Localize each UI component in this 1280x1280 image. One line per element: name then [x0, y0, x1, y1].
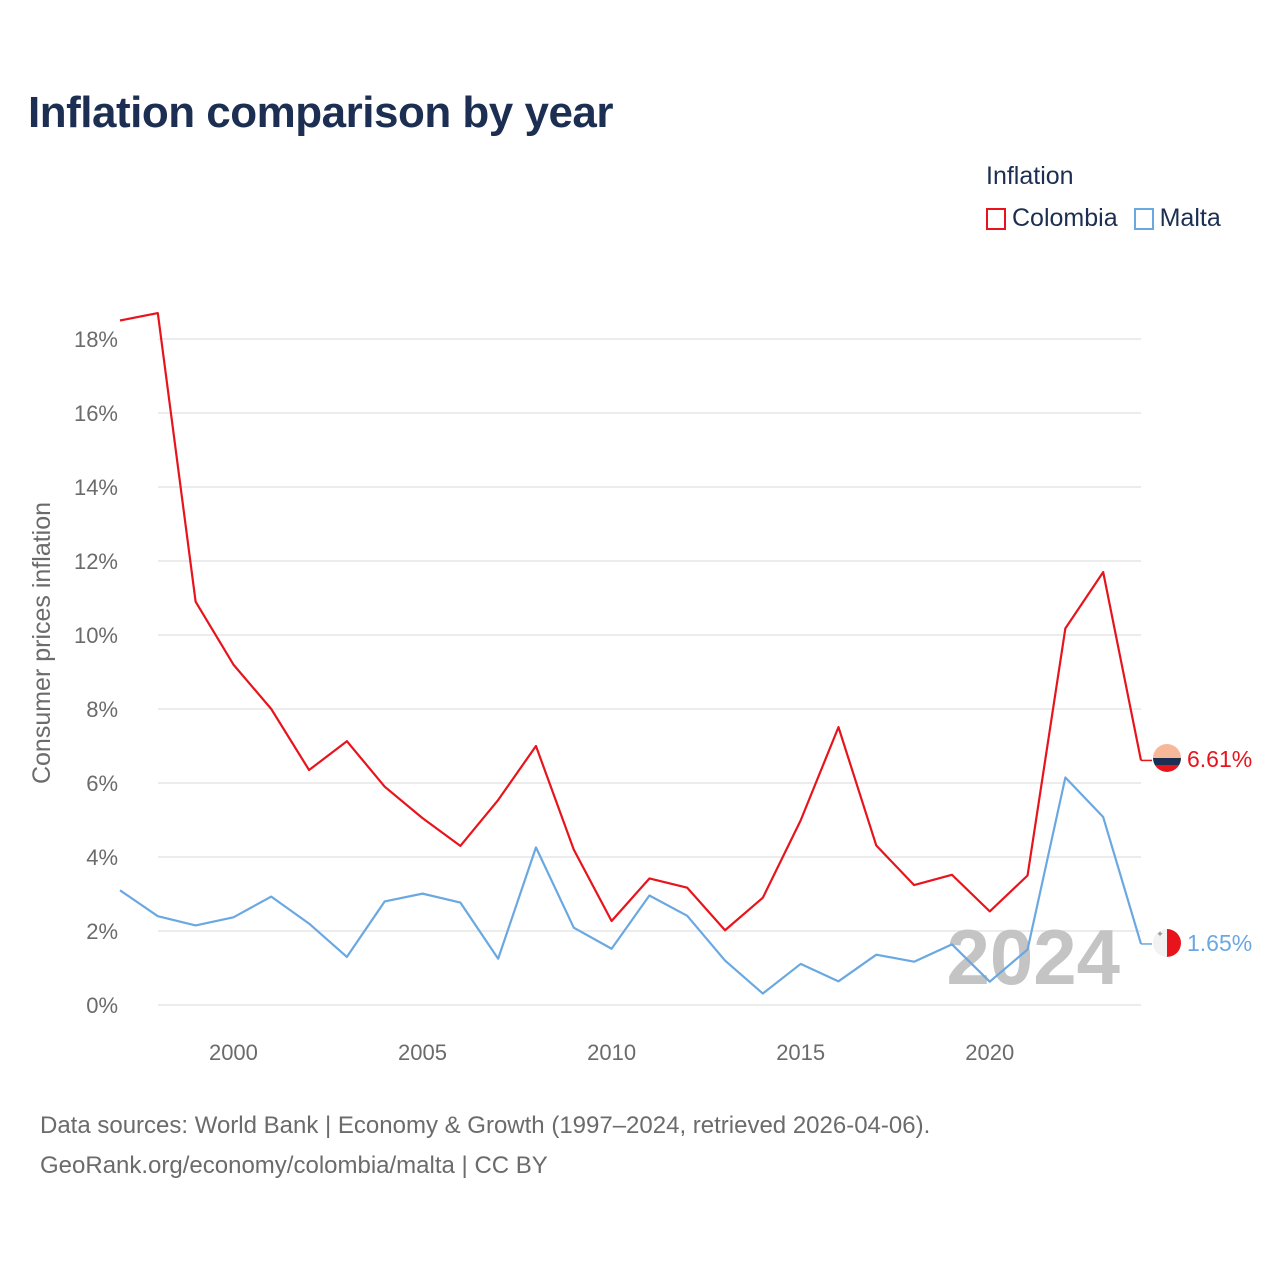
- legend-item-colombia[interactable]: Colombia: [986, 204, 1118, 233]
- grid-lines: [158, 338, 1141, 1006]
- footer: Data sources: World Bank | Economy & Gro…: [40, 1106, 930, 1186]
- y-tick-label: 4%: [86, 845, 118, 870]
- y-axis-ticks: 0% 2% 4% 6% 8% 10% 12% 14% 16% 18%: [74, 327, 118, 1018]
- y-tick-label: 18%: [74, 327, 118, 352]
- svg-text:✦: ✦: [1156, 929, 1164, 939]
- malta-flag-icon: ✦: [1153, 929, 1181, 957]
- y-tick-label: 6%: [86, 771, 118, 796]
- y-tick-label: 0%: [86, 993, 118, 1018]
- legend-swatch-malta: [1133, 207, 1154, 230]
- legend-label-malta: Malta: [1159, 204, 1221, 232]
- end-markers: [1141, 759, 1152, 945]
- legend-swatch-colombia: [986, 207, 1006, 230]
- end-label-malta: 1.65%: [1187, 930, 1252, 956]
- data-source-note: Data sources: World Bank | Economy & Gro…: [40, 1112, 931, 1139]
- x-tick-label: 2015: [776, 1040, 825, 1065]
- line-chart: 0%2%4%6%8%10%12%14%16%18% 2000 2005 2010 20…: [28, 312, 1252, 1065]
- x-axis-ticks: 2000 2005 2010 2015 2020: [209, 1040, 1014, 1065]
- x-tick-label: 2005: [398, 1040, 447, 1065]
- x-tick-label: 2000: [209, 1040, 258, 1065]
- attribution-link[interactable]: GeoRank.org/economy/colombia/malta | CC …: [40, 1152, 548, 1179]
- y-axis-label: Consumer prices inflation: [28, 502, 56, 784]
- y-tick-label: 10%: [74, 623, 118, 648]
- y-tick-label: 16%: [74, 401, 118, 426]
- legend-label-colombia: Colombia: [1012, 204, 1118, 232]
- series-line-malta[interactable]: [119, 776, 1143, 995]
- y-tick-label: 14%: [74, 475, 118, 500]
- colombia-flag-icon: [1153, 744, 1181, 772]
- legend-title: Inflation: [986, 162, 1074, 190]
- chart-title: Inflation comparison by year: [28, 88, 614, 137]
- legend: Colombia Malta: [986, 204, 1237, 233]
- legend-item-malta[interactable]: Malta: [1133, 204, 1221, 233]
- series-line-colombia[interactable]: [119, 312, 1143, 932]
- y-tick-label: 8%: [86, 697, 118, 722]
- y-tick-label: 2%: [86, 919, 118, 944]
- y-tick-label: 12%: [74, 549, 118, 574]
- end-label-colombia: 6.61%: [1187, 746, 1252, 772]
- x-tick-label: 2020: [965, 1040, 1014, 1065]
- series-lines: [119, 312, 1143, 995]
- x-tick-label: 2010: [587, 1040, 636, 1065]
